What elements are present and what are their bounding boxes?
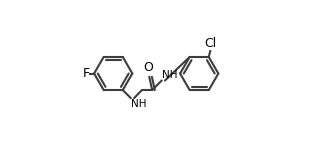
Text: F: F: [83, 67, 90, 80]
Text: Cl: Cl: [204, 37, 216, 50]
Text: NH: NH: [162, 70, 177, 80]
Text: O: O: [143, 61, 153, 74]
Text: NH: NH: [131, 99, 147, 109]
